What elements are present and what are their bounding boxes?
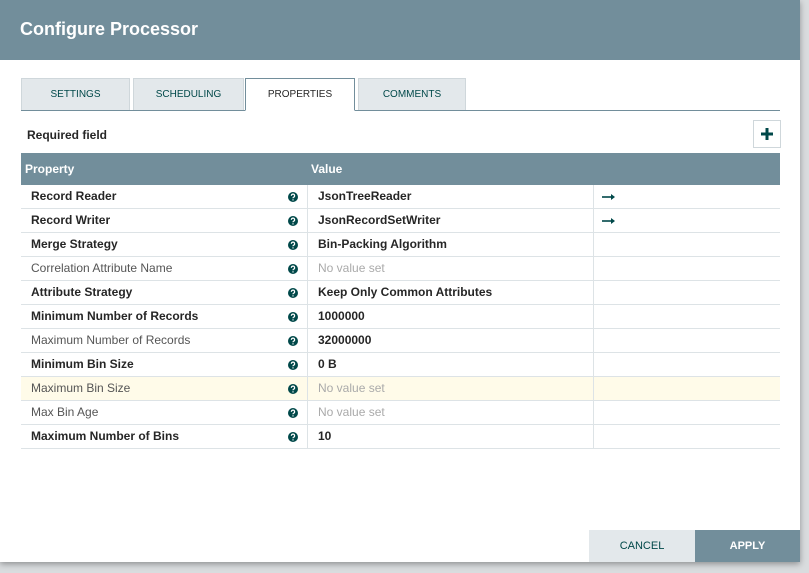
table-header: [21, 153, 780, 185]
property-name: Record Writer: [31, 213, 111, 227]
help-icon[interactable]: [288, 240, 298, 250]
goto-icon[interactable]: [602, 193, 616, 201]
column-separator: [593, 209, 594, 233]
column-separator: [307, 257, 308, 281]
dialog: Configure Processor Required field Prope…: [0, 0, 800, 562]
column-separator: [307, 281, 308, 305]
column-separator: [307, 401, 308, 425]
help: [288, 432, 298, 442]
property-name: Merge Strategy: [31, 237, 118, 251]
help: [288, 240, 298, 250]
property-row[interactable]: Maximum Number of Records 32000000: [21, 329, 780, 353]
property-row[interactable]: Merge Strategy Bin-Packing Algorithm: [21, 233, 780, 257]
property-row[interactable]: Minimum Bin Size 0 B: [21, 353, 780, 377]
column-separator: [593, 185, 594, 209]
property-value[interactable]: 0 B: [318, 357, 337, 371]
property-row[interactable]: Record Reader JsonTreeReader: [21, 185, 780, 209]
goto-icon[interactable]: [602, 217, 616, 225]
property-row[interactable]: Correlation Attribute Name No value set: [21, 257, 780, 281]
property-row[interactable]: Maximum Bin Size No value set: [21, 377, 780, 401]
property-name: Maximum Bin Size: [31, 381, 131, 395]
help: [288, 360, 298, 370]
column-separator: [593, 281, 594, 305]
help-icon[interactable]: [288, 264, 298, 274]
help: [288, 312, 298, 322]
add-property-button[interactable]: [753, 120, 781, 148]
cancel-button[interactable]: CANCEL: [589, 530, 695, 562]
help-icon[interactable]: [288, 216, 298, 226]
help-icon[interactable]: [288, 312, 298, 322]
tab[interactable]: SCHEDULING: [133, 78, 244, 110]
property-name: Attribute Strategy: [31, 285, 133, 299]
property-value[interactable]: JsonRecordSetWriter: [318, 213, 441, 227]
column-header: Value: [311, 162, 343, 176]
property-value[interactable]: 10: [318, 429, 332, 443]
tab[interactable]: PROPERTIES: [245, 78, 355, 111]
tab[interactable]: COMMENTS: [358, 78, 466, 110]
column-separator: [593, 329, 594, 353]
column-separator: [307, 233, 308, 257]
column-separator: [593, 425, 594, 449]
help: [288, 216, 298, 226]
column-separator: [307, 185, 308, 209]
help-icon[interactable]: [288, 408, 298, 418]
property-name: Minimum Number of Records: [31, 309, 199, 323]
column-separator: [307, 353, 308, 377]
column-separator: [593, 233, 594, 257]
property-name: Max Bin Age: [31, 405, 99, 419]
column-separator: [593, 377, 594, 401]
help: [288, 408, 298, 418]
help-icon[interactable]: [288, 192, 298, 202]
column-separator: [307, 425, 308, 449]
help: [288, 192, 298, 202]
property-value[interactable]: 1000000: [318, 309, 365, 323]
property-row[interactable]: Maximum Number of Bins 10: [21, 425, 780, 449]
goto[interactable]: [602, 193, 616, 201]
property-value[interactable]: JsonTreeReader: [318, 189, 412, 203]
column-header: Property: [25, 162, 75, 176]
dialog-header: [0, 0, 800, 60]
property-value[interactable]: No value set: [318, 405, 385, 419]
goto[interactable]: [602, 217, 616, 225]
apply-button[interactable]: APPLY: [695, 530, 800, 562]
help-icon[interactable]: [288, 336, 298, 346]
property-name: Maximum Number of Records: [31, 333, 191, 347]
property-name: Maximum Number of Bins: [31, 429, 180, 443]
property-row[interactable]: Attribute Strategy Keep Only Common Attri…: [21, 281, 780, 305]
property-value[interactable]: Keep Only Common Attributes: [318, 285, 493, 299]
column-separator: [593, 401, 594, 425]
column-separator: [593, 305, 594, 329]
column-separator: [307, 305, 308, 329]
column-separator: [307, 209, 308, 233]
column-separator: [307, 329, 308, 353]
required-field-label: Required field: [27, 128, 108, 142]
property-value[interactable]: Bin-Packing Algorithm: [318, 237, 447, 251]
property-name: Correlation Attribute Name: [31, 261, 173, 275]
column-separator: [307, 377, 308, 401]
column-separator: [593, 353, 594, 377]
help: [288, 336, 298, 346]
dialog-title: Configure Processor: [20, 19, 199, 39]
property-row[interactable]: Max Bin Age No value set: [21, 401, 780, 425]
property-name: Minimum Bin Size: [31, 357, 134, 371]
help: [288, 264, 298, 274]
property-row[interactable]: Record Writer JsonRecordSetWriter: [21, 209, 780, 233]
property-value[interactable]: No value set: [318, 261, 385, 275]
tab[interactable]: SETTINGS: [21, 78, 130, 110]
help-icon[interactable]: [288, 384, 298, 394]
help-icon[interactable]: [288, 360, 298, 370]
help: [288, 288, 298, 298]
column-separator: [593, 257, 594, 281]
property-value[interactable]: 32000000: [318, 333, 372, 347]
help: [288, 384, 298, 394]
property-row[interactable]: Minimum Number of Records 1000000: [21, 305, 780, 329]
plus-icon: [761, 128, 773, 140]
help-icon[interactable]: [288, 432, 298, 442]
property-name: Record Reader: [31, 189, 117, 203]
tab-underline: [21, 110, 780, 111]
help-icon[interactable]: [288, 288, 298, 298]
property-value[interactable]: No value set: [318, 381, 385, 395]
